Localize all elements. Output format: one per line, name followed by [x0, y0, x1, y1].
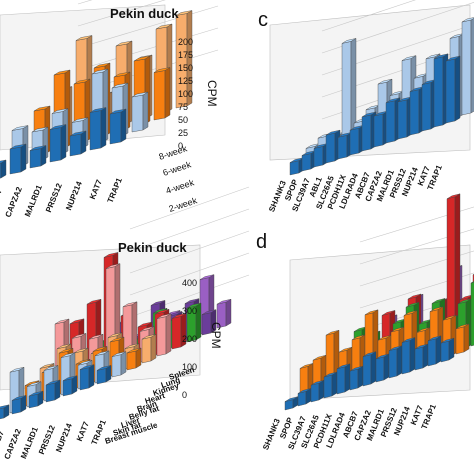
- z-tick-label: 125: [178, 76, 193, 86]
- bar-b-breast-muscle-abcb7: [0, 404, 10, 420]
- grid-line: [359, 228, 474, 265]
- bar-b-spleen-trap1: [216, 298, 232, 329]
- bar-a-2-week-nup214: [69, 130, 87, 157]
- z-tick-label: 50: [178, 115, 188, 125]
- row-label: 6-week: [162, 159, 193, 178]
- gene-label: MALRD1: [19, 425, 40, 460]
- gene-label: NUP214: [54, 422, 74, 454]
- z-tick-label: 200: [182, 334, 197, 344]
- z-tick-label: 100: [182, 362, 197, 372]
- bar-b-breast-muscle-trap1: [96, 365, 112, 385]
- panel-d-letter: d: [256, 231, 267, 253]
- z-tick-label: 25: [178, 128, 188, 138]
- bar-d-r5-malrd1: [388, 345, 403, 379]
- grid-line: [77, 0, 166, 27]
- row-label: 8-week: [158, 143, 189, 162]
- z-tick-label: 200: [178, 37, 193, 47]
- tick-labels: 0 25 50 75 100 125 150 175 200 0 100 200 300 400: [178, 37, 197, 400]
- bar-b-brain-trap1: [156, 313, 172, 357]
- bar-d-r5-slc39a7: [310, 379, 325, 403]
- gene-label: KAT7: [75, 420, 91, 443]
- bar-a-2-week-prss12: [49, 124, 67, 163]
- bar-b-breast-muscle-malrd1: [28, 390, 44, 409]
- bar-b-kidney-trap1: [186, 302, 202, 343]
- panel-a-title: Pekin duck: [110, 6, 179, 21]
- panel-b-title: Pekin duck: [118, 240, 187, 255]
- bar-a-2-week-malrd1: [29, 145, 47, 169]
- bar-b-breast-muscle-kat7: [79, 364, 95, 391]
- z-tick-label: 150: [178, 63, 193, 73]
- bar-b-heart-trap1: [171, 313, 187, 350]
- bar-d-r5-ldlrad4: [349, 365, 364, 391]
- bar-d-r4-trap1: [455, 323, 470, 355]
- grid-line: [129, 186, 250, 230]
- gene-label: CAPZA2: [4, 185, 25, 219]
- panel-b-zlabel: CPM: [209, 322, 223, 349]
- bar-a-4-week-trap1: [131, 91, 149, 133]
- bar-a-2-week-trap1: [109, 108, 127, 145]
- grid-line: [129, 274, 250, 318]
- grid-line: [321, 0, 416, 32]
- bar-b-skin-fat-trap1: [111, 351, 127, 378]
- bar-d-r5-prss12: [401, 337, 416, 375]
- bar-b-breast-muscle-nup214: [62, 375, 78, 397]
- bar-d-r5-slc26a5: [323, 371, 338, 399]
- bar-d-r5-shank3: [284, 396, 299, 411]
- bar-b-lung-trap1: [201, 309, 217, 336]
- bar-d-r5-abcb7: [362, 351, 377, 387]
- grid-line: [129, 230, 250, 274]
- bar-a-8-week-trap1: [175, 10, 193, 109]
- gene-label: MALRD1: [23, 183, 44, 218]
- panel-c-letter: c: [258, 9, 268, 31]
- grid-line: [77, 27, 219, 71]
- z-tick-label: 175: [178, 50, 193, 60]
- bar-c-back-trap1: [461, 17, 474, 116]
- bar-d-r5-capza2: [375, 353, 390, 383]
- bar-a-2-week-slc37: [0, 159, 7, 179]
- bar-b-liver-trap1: [126, 347, 142, 371]
- grid-line: [77, 0, 93, 5]
- gene-label: SLC37: [0, 187, 4, 214]
- grid-line: [77, 5, 219, 49]
- bar-d-r5-spop: [297, 388, 312, 407]
- gene-label: NUP214: [64, 180, 84, 212]
- bar-d-r3-trap1: [470, 280, 474, 347]
- z-tick-label: 0: [182, 390, 187, 400]
- grid-line: [359, 206, 474, 243]
- gene-label: PRSS12: [44, 181, 64, 213]
- gene-label: TRAP1: [106, 176, 124, 204]
- gene-label: KAT7: [88, 178, 104, 201]
- z-tick-label: 100: [178, 89, 193, 99]
- bar-a-6-week-trap1: [153, 67, 171, 121]
- z-tick-label: 75: [178, 102, 188, 112]
- bar-d-r5-trap1: [440, 337, 455, 363]
- grid-line: [359, 272, 474, 309]
- bar-c-front-trap1: [445, 55, 461, 124]
- bar-a-2-week-capza2: [9, 143, 27, 175]
- row-label: 4-week: [165, 177, 196, 196]
- z-tick-label: 400: [182, 278, 197, 288]
- panel-a-zlabel: CPM: [205, 80, 219, 107]
- grid-line: [129, 252, 250, 296]
- bars-layer: [0, 10, 474, 420]
- bar-d-r5-pcdh11x: [336, 363, 351, 395]
- grid-line: [129, 208, 250, 252]
- bar-a-2-week-kat7: [89, 107, 107, 151]
- row-label: 2-week: [168, 195, 199, 214]
- bar-c-front-kat7: [433, 53, 449, 128]
- grid-line: [359, 250, 474, 287]
- bar-b-belly-fat-trap1: [141, 333, 157, 364]
- z-tick-label: 300: [182, 306, 197, 316]
- bar-b-breast-muscle-prss12: [45, 379, 61, 403]
- z-tick-label: 0: [178, 141, 183, 151]
- bar-d-r5-nup214: [414, 343, 429, 371]
- bar-d-r5-kat7: [427, 335, 442, 367]
- bar-b-breast-muscle-capza2: [11, 395, 27, 415]
